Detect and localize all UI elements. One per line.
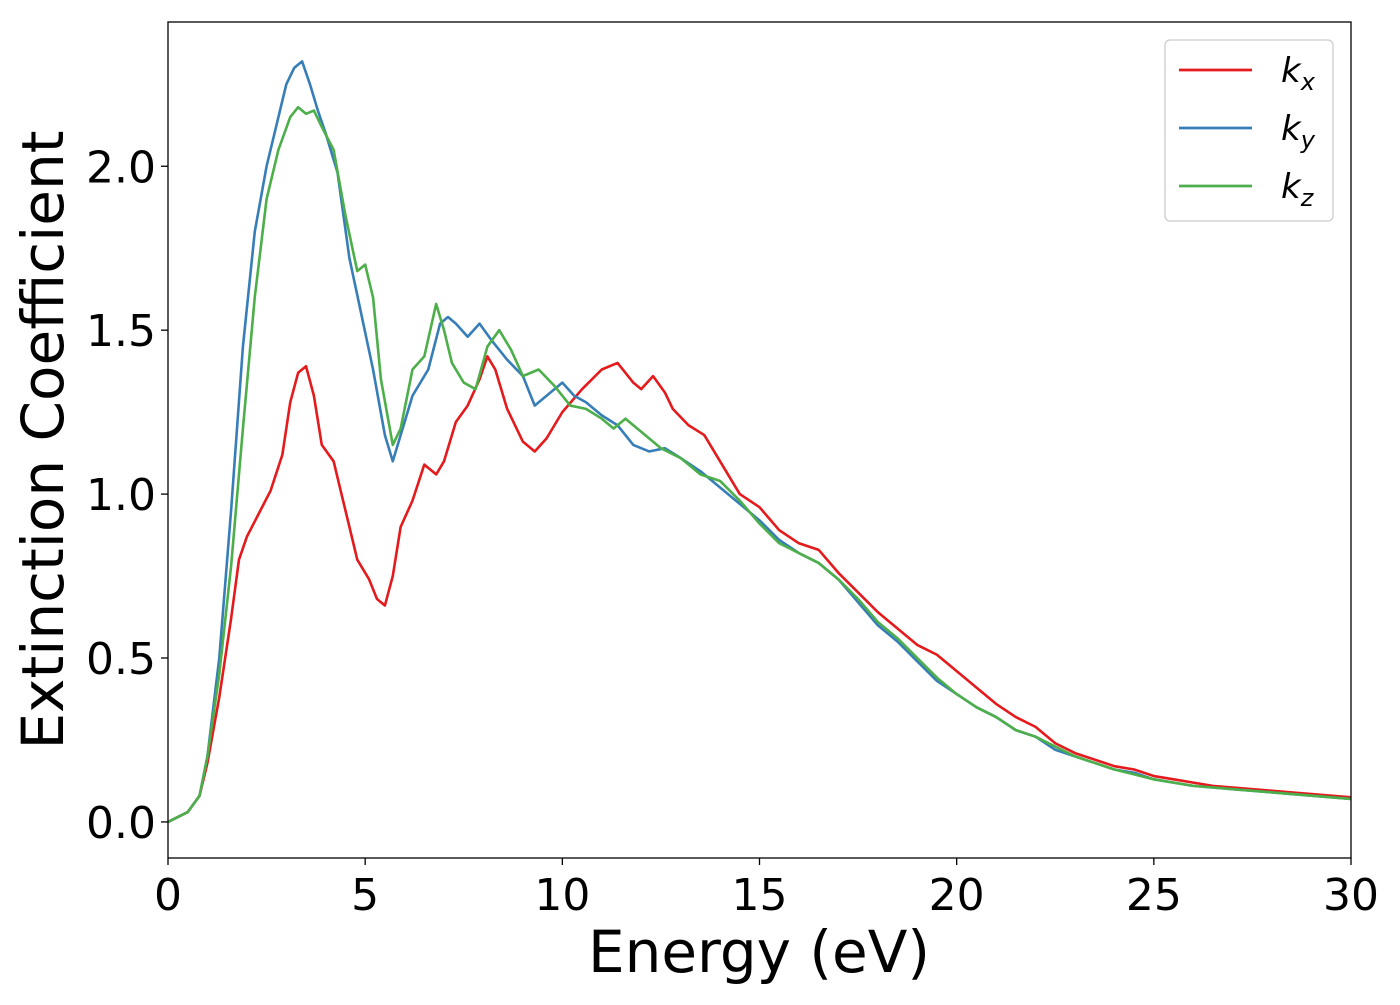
x-axis-ticks: 0 5 10 15 20 25 30 [154, 858, 1379, 921]
series-line-kz [168, 105, 1351, 824]
y-axis-title: Extinction Coefficient [9, 131, 77, 750]
series-layer [168, 60, 1351, 824]
y-axis-ticks: 0.0 0.5 1.0 1.5 2.0 [86, 142, 168, 849]
x-tick-label: 10 [534, 870, 590, 921]
legend-box [1164, 39, 1334, 222]
legend-label-kz: kz [1281, 167, 1315, 212]
y-tick-label: 0.0 [86, 798, 156, 849]
x-tick-label: 25 [1126, 870, 1182, 921]
x-tick-label: 15 [732, 870, 788, 921]
series-line-kx [168, 355, 1351, 824]
y-tick-label: 2.0 [86, 142, 156, 193]
legend-label-kx: kx [1281, 51, 1316, 96]
legend-label-ky: ky [1281, 109, 1316, 154]
x-tick-label: 30 [1323, 870, 1379, 921]
plot-background [168, 22, 1351, 858]
x-tick-label: 5 [351, 870, 379, 921]
y-tick-label: 1.5 [86, 306, 156, 357]
x-tick-label: 0 [154, 870, 182, 921]
y-tick-label: 1.0 [86, 470, 156, 521]
legend: kx ky kz [1164, 39, 1334, 222]
x-tick-label: 20 [929, 870, 985, 921]
y-tick-label: 0.5 [86, 634, 156, 685]
x-axis-title: Energy (eV) [588, 918, 930, 986]
